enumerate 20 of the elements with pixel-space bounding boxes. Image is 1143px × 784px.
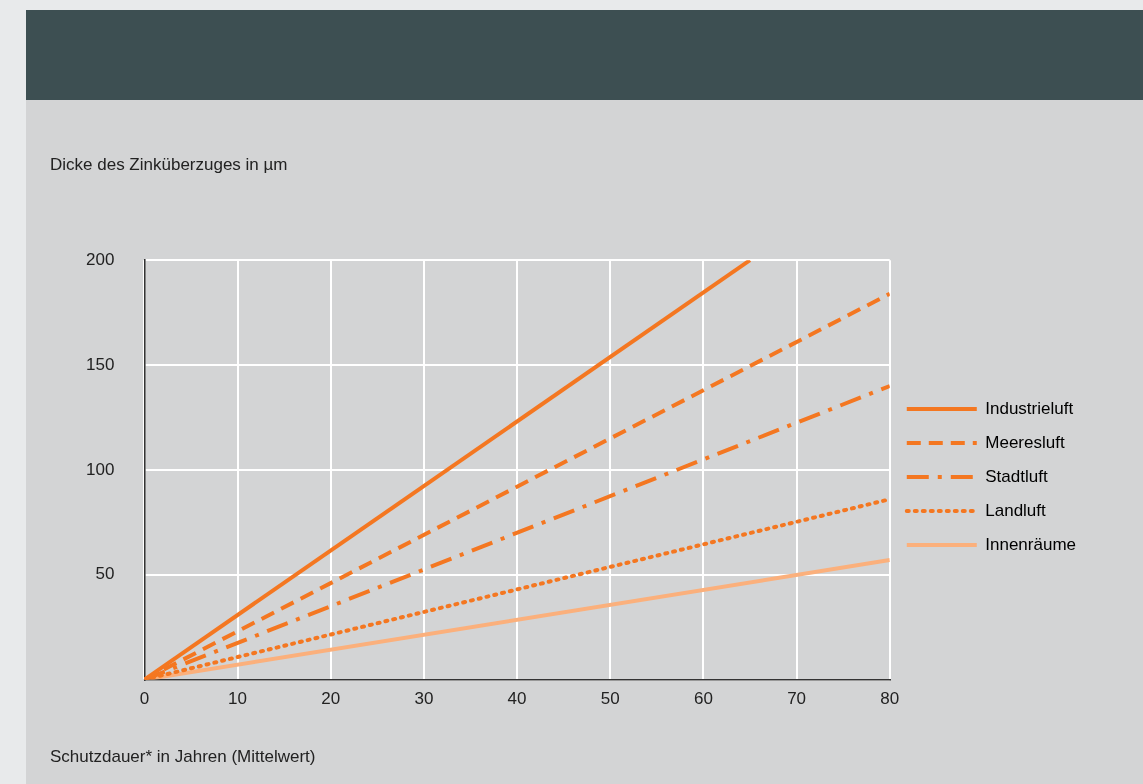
y-tick-label: 50 [95, 564, 115, 584]
legend-label: Meeresluft [985, 432, 1065, 452]
x-tick-label: 0 [139, 689, 150, 709]
x-tick-label: 20 [321, 689, 341, 709]
y-axis-title: Dicke des Zinküberzuges in µm [50, 155, 288, 175]
x-tick-label: 30 [414, 689, 434, 709]
y-tick-label: 150 [85, 354, 115, 374]
x-tick-label: 70 [787, 689, 807, 709]
x-tick-label: 80 [880, 689, 900, 709]
x-tick-label: 40 [507, 689, 527, 709]
y-tick-label: 200 [85, 249, 115, 269]
legend-label: Landluft [985, 500, 1047, 520]
legend-label: Innenräume [985, 534, 1077, 554]
x-tick-label: 10 [228, 689, 247, 709]
y-tick-label: 100 [85, 459, 115, 479]
legend-label: Stadtluft [985, 466, 1048, 486]
legend-label: Industrieluft [985, 398, 1074, 418]
x-axis-title: Schutzdauer* in Jahren (Mittelwert) [50, 747, 316, 767]
x-tick-label: 50 [600, 689, 620, 709]
x-tick-label: 60 [693, 689, 713, 709]
